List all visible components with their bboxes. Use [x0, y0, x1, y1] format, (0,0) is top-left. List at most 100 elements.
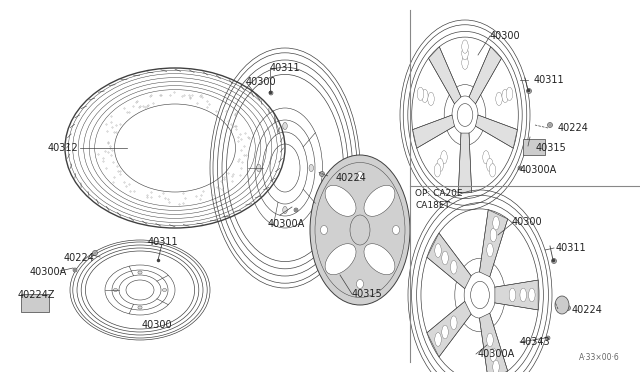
- Ellipse shape: [392, 225, 399, 234]
- Ellipse shape: [356, 279, 364, 289]
- Ellipse shape: [451, 260, 457, 274]
- Circle shape: [547, 337, 548, 339]
- Circle shape: [567, 307, 569, 309]
- Text: 40300A: 40300A: [268, 219, 305, 229]
- Polygon shape: [495, 280, 538, 310]
- Text: 40224: 40224: [64, 253, 95, 263]
- Circle shape: [295, 209, 297, 211]
- Ellipse shape: [520, 288, 527, 302]
- Text: 40311: 40311: [556, 243, 587, 253]
- Text: 40311: 40311: [534, 75, 564, 85]
- Circle shape: [74, 269, 76, 271]
- Circle shape: [519, 167, 521, 169]
- Circle shape: [552, 259, 557, 263]
- Circle shape: [321, 173, 323, 175]
- Ellipse shape: [325, 185, 356, 216]
- Ellipse shape: [493, 216, 499, 230]
- Text: 40300: 40300: [142, 320, 173, 330]
- Ellipse shape: [283, 122, 287, 129]
- Ellipse shape: [461, 46, 468, 60]
- Ellipse shape: [496, 92, 502, 106]
- Text: OP: CA20E: OP: CA20E: [415, 189, 463, 198]
- Ellipse shape: [435, 333, 442, 346]
- Polygon shape: [458, 133, 472, 192]
- Polygon shape: [479, 313, 508, 372]
- Ellipse shape: [428, 92, 435, 106]
- Bar: [21, 294, 49, 312]
- Text: A·33×00·6: A·33×00·6: [579, 353, 620, 362]
- Ellipse shape: [113, 289, 118, 292]
- Ellipse shape: [325, 244, 356, 275]
- Ellipse shape: [364, 244, 395, 275]
- Ellipse shape: [509, 288, 516, 302]
- Circle shape: [566, 305, 570, 311]
- Ellipse shape: [356, 171, 364, 180]
- Circle shape: [73, 268, 77, 272]
- Polygon shape: [469, 47, 502, 104]
- Ellipse shape: [493, 360, 499, 372]
- Ellipse shape: [321, 225, 328, 234]
- Ellipse shape: [487, 243, 493, 257]
- Text: 40311: 40311: [270, 63, 301, 73]
- Text: 40312: 40312: [48, 143, 79, 153]
- Polygon shape: [413, 115, 454, 148]
- Text: CA18ET: CA18ET: [415, 201, 450, 209]
- Circle shape: [549, 124, 551, 126]
- Ellipse shape: [502, 89, 508, 103]
- Ellipse shape: [115, 104, 236, 192]
- Text: 40343: 40343: [520, 337, 550, 347]
- Ellipse shape: [442, 325, 448, 339]
- Circle shape: [319, 171, 324, 176]
- Text: 40300A: 40300A: [478, 349, 515, 359]
- Text: 40311: 40311: [148, 237, 179, 247]
- Circle shape: [547, 122, 552, 128]
- Circle shape: [94, 252, 96, 254]
- Text: 40315: 40315: [352, 289, 383, 299]
- Circle shape: [546, 336, 550, 340]
- Text: 40224: 40224: [336, 173, 367, 183]
- Ellipse shape: [487, 333, 493, 347]
- Circle shape: [553, 260, 555, 262]
- Polygon shape: [427, 301, 471, 357]
- Ellipse shape: [435, 164, 441, 177]
- Circle shape: [294, 208, 298, 212]
- Circle shape: [527, 89, 531, 93]
- Text: 40300: 40300: [246, 77, 276, 87]
- Ellipse shape: [257, 164, 261, 171]
- Ellipse shape: [441, 151, 447, 164]
- Ellipse shape: [490, 228, 497, 242]
- Ellipse shape: [451, 316, 457, 330]
- Ellipse shape: [490, 348, 497, 362]
- Circle shape: [269, 91, 273, 95]
- Bar: [523, 139, 545, 155]
- Ellipse shape: [442, 251, 448, 265]
- Polygon shape: [476, 115, 517, 148]
- Ellipse shape: [422, 89, 428, 103]
- Ellipse shape: [163, 289, 166, 292]
- Ellipse shape: [435, 244, 442, 257]
- Ellipse shape: [417, 87, 424, 100]
- Text: 40224: 40224: [558, 123, 589, 133]
- Ellipse shape: [506, 87, 513, 100]
- Ellipse shape: [138, 306, 142, 309]
- Polygon shape: [479, 210, 508, 277]
- Circle shape: [518, 166, 522, 170]
- Circle shape: [528, 90, 530, 92]
- Circle shape: [270, 92, 272, 94]
- Ellipse shape: [138, 271, 142, 274]
- Text: 40224Z: 40224Z: [18, 290, 56, 300]
- Text: 40315: 40315: [536, 143, 567, 153]
- Ellipse shape: [310, 155, 410, 305]
- Polygon shape: [429, 47, 461, 104]
- Text: 40224: 40224: [572, 305, 603, 315]
- Text: 40300A: 40300A: [520, 165, 557, 175]
- Polygon shape: [427, 233, 471, 289]
- Ellipse shape: [309, 164, 314, 171]
- Text: 40300A: 40300A: [30, 267, 67, 277]
- Ellipse shape: [461, 56, 468, 70]
- Ellipse shape: [486, 158, 493, 171]
- Text: 40300: 40300: [490, 31, 520, 41]
- Ellipse shape: [489, 164, 496, 177]
- Ellipse shape: [283, 206, 287, 214]
- Ellipse shape: [364, 185, 395, 216]
